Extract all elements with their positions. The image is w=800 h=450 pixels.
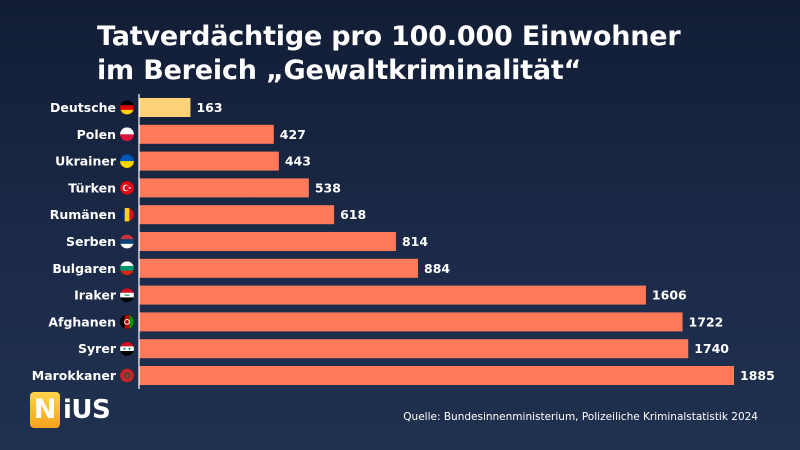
bar [139,232,396,251]
value-label: 427 [280,127,306,142]
chart-title: Tatverdächtige pro 100.000 Einwohner im … [97,20,787,88]
nius-logo: N iUS [30,392,111,428]
category-label: Deutsche [50,100,116,115]
flag-bulgaria-icon [119,260,135,276]
flag-afghanistan-icon [119,314,135,330]
flag-ukraine-icon [119,153,135,169]
logo-text: iUS [63,395,111,425]
logo-mark: N [30,392,60,428]
flag-syria-icon [119,341,135,357]
category-label: Rumänen [50,207,116,222]
bar [139,312,683,332]
flag-germany-icon [119,100,135,115]
flag-turkey-icon [119,180,135,196]
flag-morocco-icon [119,368,135,383]
category-label: Iraker [74,288,117,303]
category-label: Marokkaner [32,368,117,383]
value-label: 1885 [740,368,775,383]
bar [139,151,279,171]
category-label: Afghanen [48,314,116,329]
value-label: 1722 [689,314,724,329]
flag-serbia-icon [119,234,135,249]
value-label: 884 [424,261,450,276]
chart-title-line-1: Tatverdächtige pro 100.000 Einwohner [97,21,681,52]
bar [139,124,274,144]
bar [139,366,734,385]
bar [139,339,689,359]
bar [139,285,646,305]
category-label: Serben [66,234,116,249]
value-label: 814 [402,234,428,249]
flag-iraq-icon [119,287,135,303]
category-label: Türken [68,180,116,195]
source-note: Quelle: Bundesinnenministerium, Polizeil… [403,411,758,423]
bar [139,205,335,225]
flag-romania-icon [119,207,135,222]
category-label: Ukrainer [55,154,117,169]
value-label: 1606 [652,288,687,303]
value-label: 538 [315,180,341,195]
flag-poland-icon [119,127,135,142]
category-label: Syrer [78,341,117,356]
bar [139,258,419,278]
value-label: 1740 [694,341,729,356]
category-label: Polen [77,127,116,142]
value-label: 163 [196,100,222,115]
category-label: Bulgaren [52,261,116,276]
value-label: 443 [285,154,311,169]
bar [139,98,191,117]
chart-title-line-2: im Bereich „Gewaltkriminalität“ [97,55,582,86]
bar [139,178,309,198]
value-label: 618 [340,207,366,222]
